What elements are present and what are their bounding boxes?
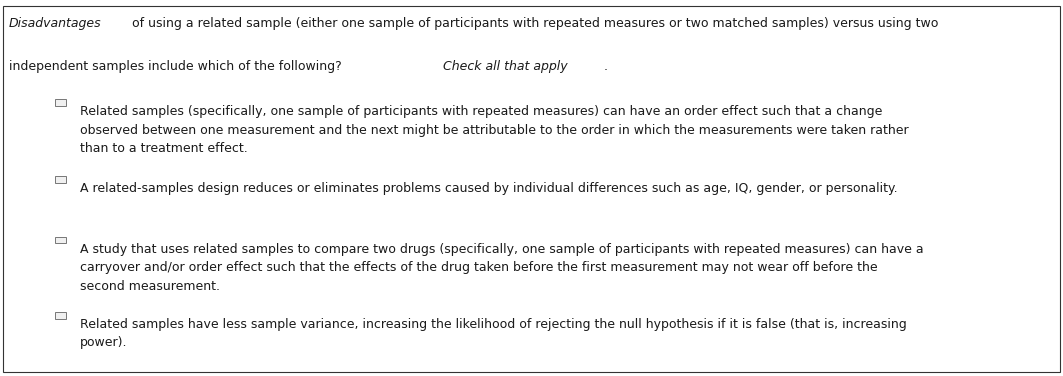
- Text: Related samples have less sample variance, increasing the likelihood of rejectin: Related samples have less sample varianc…: [80, 318, 907, 349]
- Text: Disadvantages: Disadvantages: [9, 17, 101, 30]
- Bar: [55, 312, 67, 318]
- Bar: [55, 99, 67, 106]
- Bar: [55, 176, 67, 183]
- Text: independent samples include which of the following?: independent samples include which of the…: [9, 60, 345, 73]
- Text: .: .: [604, 60, 608, 73]
- Text: A related-samples design reduces or eliminates problems caused by individual dif: A related-samples design reduces or elim…: [80, 182, 897, 196]
- Text: A study that uses related samples to compare two drugs (specifically, one sample: A study that uses related samples to com…: [80, 243, 924, 293]
- Text: Related samples (specifically, one sample of participants with repeated measures: Related samples (specifically, one sampl…: [80, 105, 909, 155]
- Text: Check all that apply: Check all that apply: [443, 60, 568, 73]
- Text: of using a related sample (either one sample of participants with repeated measu: of using a related sample (either one sa…: [128, 17, 939, 30]
- Bar: [55, 237, 67, 243]
